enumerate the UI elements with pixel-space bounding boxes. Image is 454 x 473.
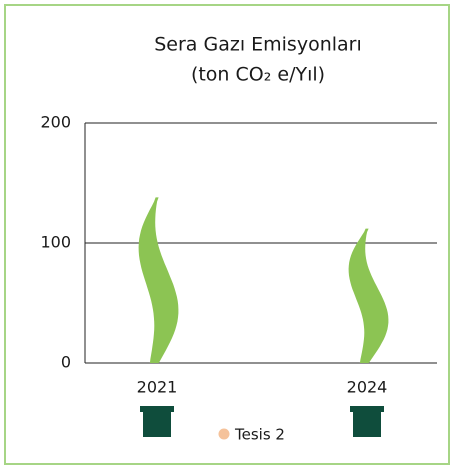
- chart-subtitle: (ton CO₂ e/Yıl): [191, 64, 325, 86]
- chimney: [143, 411, 171, 437]
- smoke-bar: [138, 197, 179, 363]
- legend-label: Tesis 2: [234, 426, 285, 444]
- x-tick-label: 2024: [347, 378, 388, 397]
- chimney: [353, 411, 381, 437]
- chart-title: Sera Gazı Emisyonları: [154, 34, 362, 56]
- x-tick-label: 2021: [137, 378, 178, 397]
- legend-marker: [218, 428, 230, 440]
- frame: [4, 4, 450, 465]
- y-tick-label: 0: [61, 353, 71, 372]
- y-tick-label: 100: [40, 233, 71, 252]
- y-tick-label: 200: [40, 113, 71, 132]
- chimney-cap: [350, 406, 384, 412]
- chimney-cap: [140, 406, 174, 412]
- smoke-bar: [348, 228, 389, 363]
